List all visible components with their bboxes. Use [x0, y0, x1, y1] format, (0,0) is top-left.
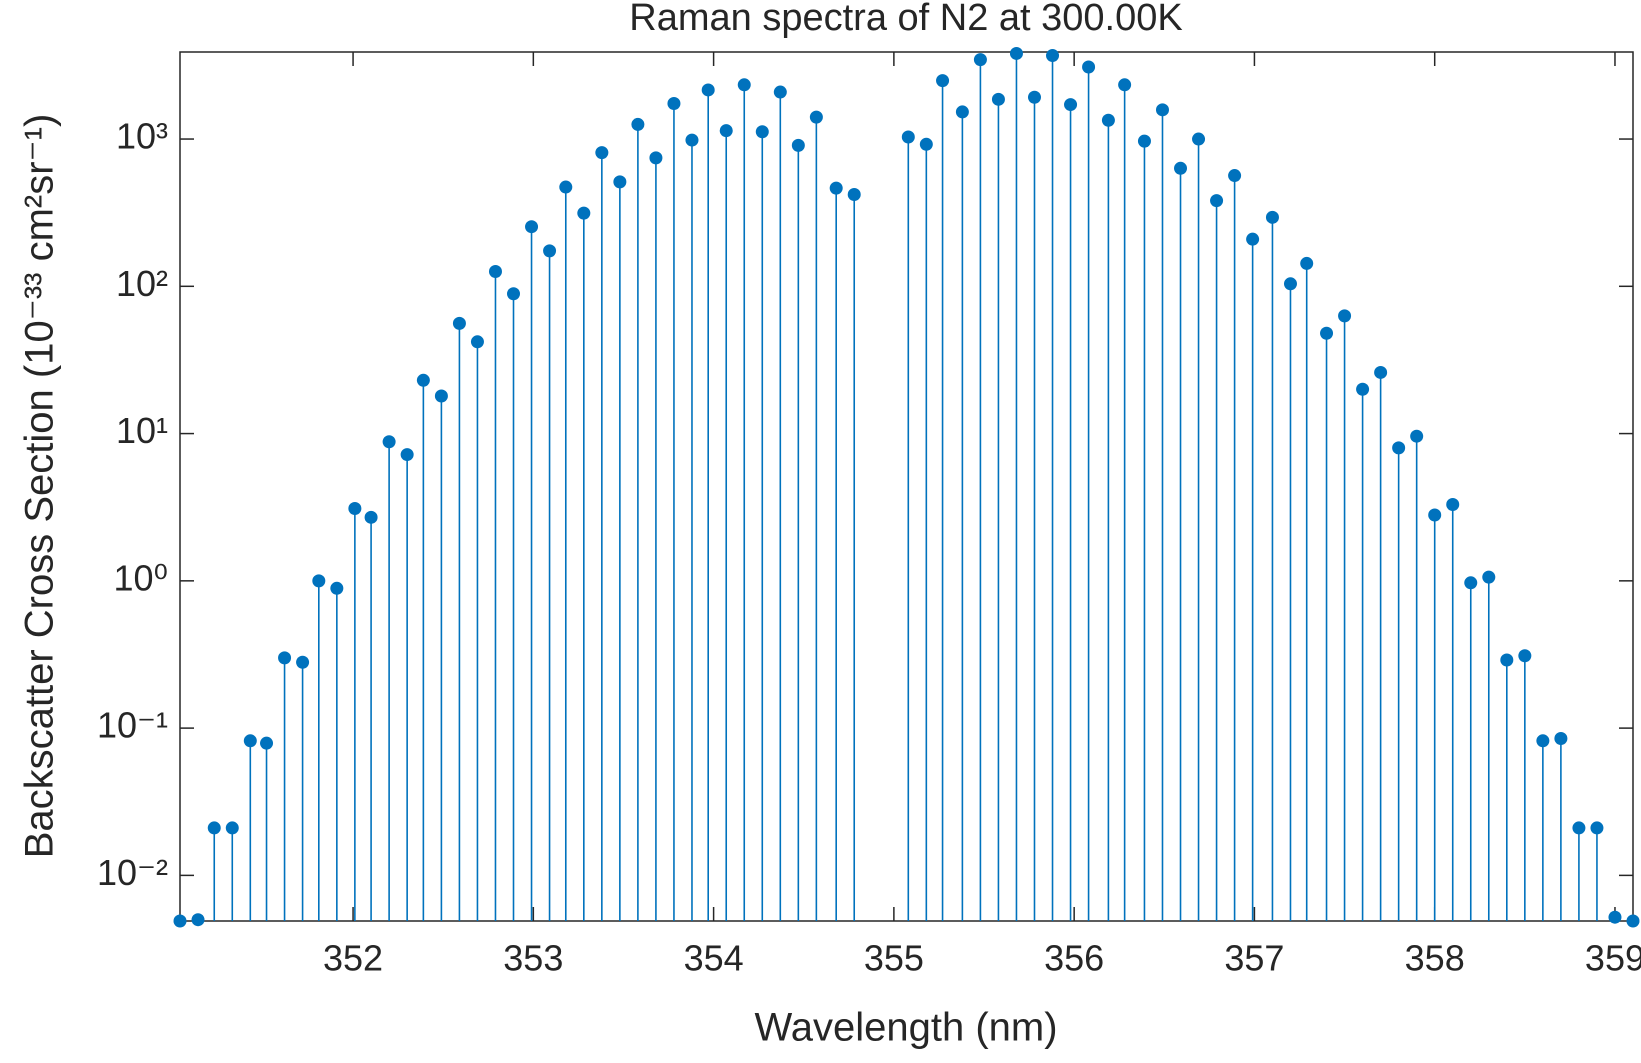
stem-marker: [1572, 821, 1586, 835]
stem-marker: [207, 821, 221, 835]
stem-marker: [1137, 134, 1151, 148]
stem-marker: [1590, 821, 1604, 835]
x-tick-label: 355: [864, 938, 924, 979]
x-tick-label: 356: [1044, 938, 1104, 979]
stem-marker: [1320, 326, 1334, 340]
stem-marker: [452, 316, 466, 330]
stem-marker: [543, 244, 557, 258]
stem-marker: [1464, 576, 1478, 590]
stem-marker: [1192, 132, 1206, 146]
stem-marker: [330, 581, 344, 595]
stem-marker: [1500, 653, 1514, 667]
stem-marker: [1118, 78, 1132, 92]
stem-marker: [364, 510, 378, 524]
stem-marker: [791, 138, 805, 152]
y-axis-label: Backscatter Cross Section (10⁻³³ cm²sr⁻¹…: [18, 114, 62, 859]
stem-marker: [595, 146, 609, 160]
stem-marker: [1392, 441, 1406, 455]
x-tick-label: 358: [1405, 938, 1465, 979]
stem-marker: [400, 448, 414, 462]
x-tick-label: 359: [1585, 938, 1641, 979]
stem-marker: [278, 651, 292, 665]
stem-marker: [919, 137, 933, 151]
stem-marker: [1300, 256, 1314, 270]
stem-marker: [847, 188, 861, 202]
stem-marker: [434, 389, 448, 403]
stem-marker: [243, 734, 257, 748]
stem-marker: [1446, 497, 1460, 511]
stem-marker: [488, 265, 502, 279]
stem-marker: [1482, 570, 1496, 584]
stem-marker: [1155, 103, 1169, 117]
stem-marker: [1608, 910, 1622, 924]
stem-marker: [1338, 309, 1352, 323]
stem-marker: [382, 435, 396, 449]
x-axis-label: Wavelength (nm): [754, 1006, 1057, 1050]
stem-marker: [719, 124, 733, 138]
stem-marker: [1064, 98, 1078, 112]
stem-marker: [901, 130, 915, 144]
stem-marker: [1356, 382, 1370, 396]
plot-frame: [179, 51, 1634, 922]
stem-marker: [755, 125, 769, 139]
y-tick-label: 10²: [116, 263, 168, 304]
stem-marker: [191, 913, 205, 927]
stem-marker: [260, 736, 274, 750]
stem-marker: [559, 180, 573, 194]
y-tick-label: 10⁻¹: [97, 705, 168, 746]
stem-marker: [685, 133, 699, 147]
stem-marker: [1210, 194, 1224, 208]
stem-marker: [613, 175, 627, 189]
x-tick-label: 357: [1224, 938, 1284, 979]
stem-marker: [1174, 161, 1188, 175]
stem-marker: [1265, 210, 1279, 224]
x-tick-label: 354: [684, 938, 744, 979]
stem-marker: [631, 117, 645, 131]
stem-marker: [1046, 49, 1060, 63]
y-tick-label: 10¹: [116, 410, 168, 451]
x-tick-label: 352: [323, 938, 383, 979]
stem-marker: [773, 85, 787, 99]
stem-marker: [173, 914, 187, 928]
stem-marker: [1283, 277, 1297, 291]
stem-marker: [1374, 365, 1388, 379]
stem-marker: [649, 151, 663, 165]
y-tick-label: 10⁰: [114, 557, 168, 598]
chart-title: Raman spectra of N2 at 300.00K: [629, 0, 1182, 39]
stem-marker: [1101, 113, 1115, 127]
stem-marker: [936, 74, 950, 88]
stem-marker: [1228, 169, 1242, 183]
stem-marker: [1536, 734, 1550, 748]
stem-marker: [1082, 60, 1096, 74]
x-tick-label: 353: [503, 938, 563, 979]
stem-marker: [348, 501, 362, 515]
stem-marker: [507, 287, 521, 301]
stem-marker: [1626, 914, 1640, 928]
stem-marker: [1554, 732, 1568, 746]
stem-marker: [667, 96, 681, 110]
stem-marker: [312, 574, 326, 588]
stem-marker: [829, 181, 843, 195]
stem-marker: [955, 105, 969, 119]
stem-marker: [525, 220, 539, 234]
y-tick-label: 10³: [116, 116, 168, 157]
stem-marker: [225, 821, 239, 835]
stem-marker: [809, 110, 823, 124]
y-tick-label: 10⁻²: [97, 852, 168, 893]
stem-marker: [470, 335, 484, 349]
stem-marker: [991, 92, 1005, 106]
stem-marker: [1027, 90, 1041, 104]
stem-marker: [1428, 508, 1442, 522]
stem-marker: [973, 53, 987, 67]
stem-marker: [577, 206, 591, 220]
stem-marker: [1246, 232, 1260, 246]
stem-marker: [1410, 429, 1424, 443]
stem-marker: [737, 78, 751, 92]
stem-marker: [1518, 649, 1532, 663]
stem-marker: [1009, 46, 1023, 60]
stem-marker: [416, 373, 430, 387]
stem-marker: [701, 83, 715, 97]
stem-marker: [296, 655, 310, 669]
